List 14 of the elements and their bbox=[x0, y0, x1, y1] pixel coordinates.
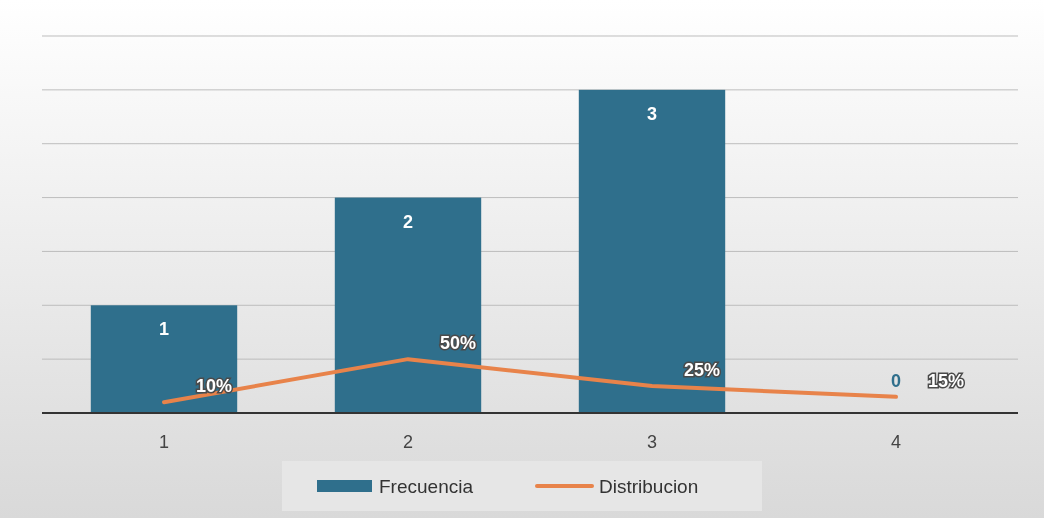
data-label: 3 bbox=[646, 103, 658, 124]
data-label: 10% bbox=[195, 376, 233, 397]
x-tick-label: 4 bbox=[890, 432, 902, 452]
data-label: 15% bbox=[927, 370, 965, 391]
legend-label: Frecuencia bbox=[379, 476, 474, 497]
legend-label: Distribucion bbox=[599, 476, 699, 497]
data-label: 1 bbox=[158, 319, 170, 340]
data-label: 50% bbox=[439, 333, 477, 354]
data-label: 0 bbox=[890, 371, 902, 391]
data-label: 25% bbox=[683, 360, 721, 381]
data-label: 2 bbox=[402, 211, 414, 232]
x-tick-label: 1 bbox=[158, 432, 170, 452]
x-tick-label: 3 bbox=[646, 432, 658, 452]
x-tick-label: 2 bbox=[402, 432, 414, 452]
